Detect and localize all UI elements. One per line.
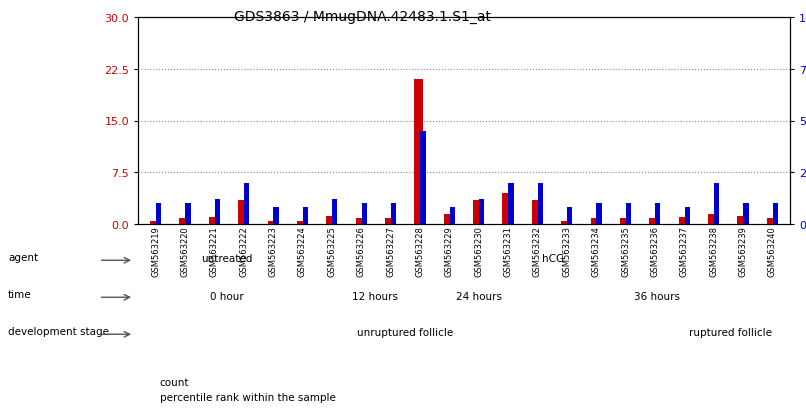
Bar: [362, 204, 367, 224]
Bar: [185, 204, 190, 224]
Bar: [650, 219, 658, 224]
Bar: [326, 216, 334, 224]
Bar: [620, 219, 628, 224]
Text: development stage: development stage: [8, 326, 109, 336]
Text: count: count: [160, 377, 189, 387]
Text: unruptured follicle: unruptured follicle: [356, 328, 453, 338]
Bar: [297, 221, 305, 224]
Bar: [679, 218, 687, 224]
Bar: [538, 183, 543, 224]
Bar: [479, 199, 484, 224]
Bar: [209, 218, 217, 224]
Bar: [180, 219, 188, 224]
Text: 24 hours: 24 hours: [456, 291, 502, 301]
Bar: [743, 204, 749, 224]
Bar: [767, 219, 775, 224]
Bar: [238, 200, 247, 224]
Bar: [714, 183, 719, 224]
Bar: [273, 208, 279, 224]
Text: GDS3863 / MmugDNA.42483.1.S1_at: GDS3863 / MmugDNA.42483.1.S1_at: [235, 10, 491, 24]
Bar: [509, 183, 513, 224]
Bar: [268, 221, 276, 224]
Text: time: time: [8, 289, 31, 299]
Bar: [737, 216, 746, 224]
Text: 36 hours: 36 hours: [634, 291, 679, 301]
Bar: [303, 208, 308, 224]
Bar: [214, 199, 220, 224]
Bar: [596, 204, 602, 224]
Bar: [150, 221, 158, 224]
Bar: [684, 208, 690, 224]
Bar: [625, 204, 631, 224]
Text: 12 hours: 12 hours: [352, 291, 398, 301]
Text: percentile rank within the sample: percentile rank within the sample: [160, 392, 335, 402]
Text: ruptured follicle: ruptured follicle: [689, 328, 772, 338]
Bar: [355, 219, 364, 224]
Text: agent: agent: [8, 252, 38, 262]
Bar: [567, 208, 572, 224]
Bar: [591, 219, 599, 224]
Bar: [391, 204, 397, 224]
Bar: [708, 214, 717, 224]
Bar: [773, 204, 778, 224]
Bar: [450, 208, 455, 224]
Text: 0 hour: 0 hour: [210, 291, 243, 301]
Bar: [332, 199, 338, 224]
Bar: [655, 204, 660, 224]
Bar: [532, 200, 540, 224]
Bar: [414, 80, 422, 224]
Text: untreated: untreated: [202, 254, 252, 264]
Bar: [420, 131, 426, 224]
Bar: [473, 200, 481, 224]
Text: hCG: hCG: [542, 254, 564, 264]
Bar: [156, 204, 161, 224]
Bar: [444, 214, 452, 224]
Bar: [561, 221, 569, 224]
Bar: [502, 193, 511, 224]
Bar: [244, 183, 249, 224]
Bar: [385, 219, 393, 224]
